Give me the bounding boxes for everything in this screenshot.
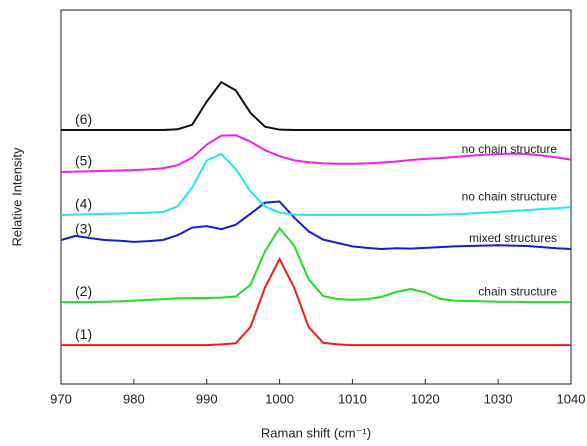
x-tick-label: 990 <box>196 391 218 406</box>
x-tick-label: 1020 <box>411 391 440 406</box>
x-tick-label: 980 <box>123 391 145 406</box>
x-tick-label: 1000 <box>265 391 294 406</box>
series-line <box>61 226 571 304</box>
plot-frame <box>60 9 572 385</box>
series-line <box>61 80 571 132</box>
series-label: (3) <box>75 221 92 237</box>
series-line <box>60 200 572 250</box>
series-label: (1) <box>75 326 92 342</box>
annotation: no chain structure <box>462 189 558 203</box>
x-tick-label: 1010 <box>338 391 367 406</box>
series-label: (5) <box>75 153 92 169</box>
series-label: (6) <box>75 111 92 127</box>
annotation: no chain structure <box>462 142 558 156</box>
annotation: mixed structures <box>469 231 557 245</box>
x-tick-label: 1030 <box>484 391 513 406</box>
x-axis-title: Raman shift (cm⁻¹) <box>261 425 371 440</box>
series-line <box>61 256 571 347</box>
series-label: (2) <box>75 283 92 299</box>
annotation: chain structure <box>478 284 557 298</box>
x-tick-label: 1040 <box>557 391 586 406</box>
series-line <box>60 152 572 216</box>
series-line <box>60 134 572 173</box>
y-axis-title: Relative Intensity <box>9 147 24 246</box>
series-label: (4) <box>75 196 92 212</box>
x-tick-label: 970 <box>50 391 72 406</box>
